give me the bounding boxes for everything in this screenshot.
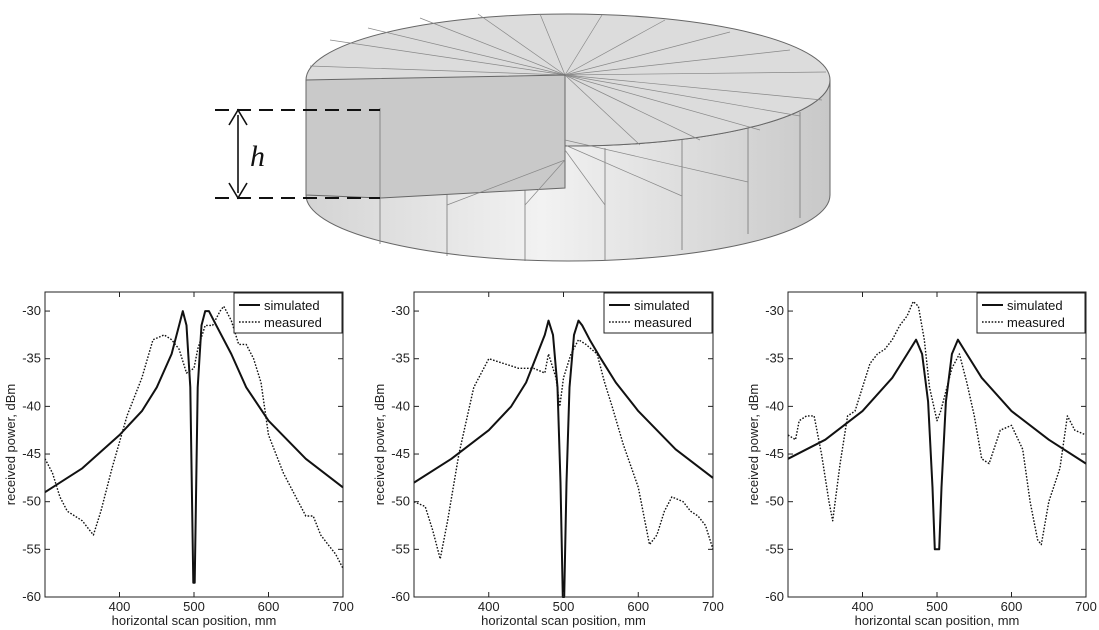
y-tick-label: -45 [391,446,410,461]
y-axis-label: received power, dBm [746,384,761,505]
x-axis-label: horizontal scan position, mm [481,613,646,628]
chart-3: -30 -35 -40 -45 -50 -55 -60 400 500 600 700 horizon… [746,291,1097,628]
height-dimension: h [215,108,380,200]
y-tick-label: -45 [765,446,784,461]
legend-label-simulated: simulated [634,298,690,313]
y-tick-label: -35 [22,351,41,366]
x-tick-label: 600 [258,599,280,614]
legend: simulated measured [233,292,343,334]
y-tick-label: -35 [391,351,410,366]
x-tick-label: 700 [332,599,354,614]
x-tick-label: 400 [852,599,874,614]
y-axis-label: received power, dBm [372,384,387,505]
legend: simulated measured [603,292,713,334]
x-tick-label: 500 [926,599,948,614]
x-tick-label: 400 [478,599,500,614]
legend-label-simulated: simulated [1007,298,1063,313]
x-tick-label: 600 [627,599,649,614]
y-tick-label: -45 [22,446,41,461]
y-axis-label: received power, dBm [3,384,18,505]
x-tick-label: 700 [1075,599,1097,614]
y-tick-label: -55 [765,541,784,556]
legend: simulated measured [976,292,1086,334]
x-axis-label: horizontal scan position, mm [855,613,1020,628]
series-measured-line [413,339,714,560]
series-simulated-line [787,338,1087,551]
legend-label-simulated: simulated [264,298,320,313]
x-tick-label: 500 [183,599,205,614]
series-simulated-line [413,319,714,598]
y-tick-label: -40 [765,398,784,413]
x-axis-label: horizontal scan position, mm [112,613,277,628]
y-tick-label: -60 [391,589,410,604]
disk-illustration: h [215,13,831,262]
legend-box [233,292,343,334]
y-tick-label: -30 [765,303,784,318]
y-tick-label: -30 [22,303,41,318]
series-measured-line [787,300,1087,546]
y-tick-label: -60 [765,589,784,604]
x-tick-label: 700 [702,599,724,614]
y-tick-label: -50 [391,494,410,509]
y-tick-label: -55 [391,541,410,556]
chart-1: -30 -35 -40 -45 -50 -55 -60 400 500 600 700 horizon… [3,291,354,628]
y-tick-label: -50 [765,494,784,509]
x-tick-label: 400 [109,599,131,614]
y-tick-label: -55 [22,541,41,556]
disk-cut-face [305,74,566,199]
charts: -30 -35 -40 -45 -50 -55 -60 400 500 600 700 horizon… [3,291,1097,628]
series-simulated-line [44,310,344,584]
y-tick-label: -50 [22,494,41,509]
plot-frame [44,291,344,598]
legend-label-measured: measured [634,315,692,330]
x-tick-label: 600 [1001,599,1023,614]
y-tick-label: -60 [22,589,41,604]
y-tick-label: -40 [391,398,410,413]
legend-label-measured: measured [1007,315,1065,330]
legend-box [603,292,713,334]
y-tick-label: -30 [391,303,410,318]
series-measured-line [44,305,344,569]
chart-2: -30 -35 -40 -45 -50 -55 -60 400 500 600 700 horizon… [372,291,724,628]
x-tick-label: 500 [553,599,575,614]
height-label: h [250,140,265,173]
legend-label-measured: measured [264,315,322,330]
y-tick-label: -35 [765,351,784,366]
y-tick-label: -40 [22,398,41,413]
plot-frame [413,291,714,598]
plot-frame [787,291,1087,598]
legend-box [976,292,1086,334]
